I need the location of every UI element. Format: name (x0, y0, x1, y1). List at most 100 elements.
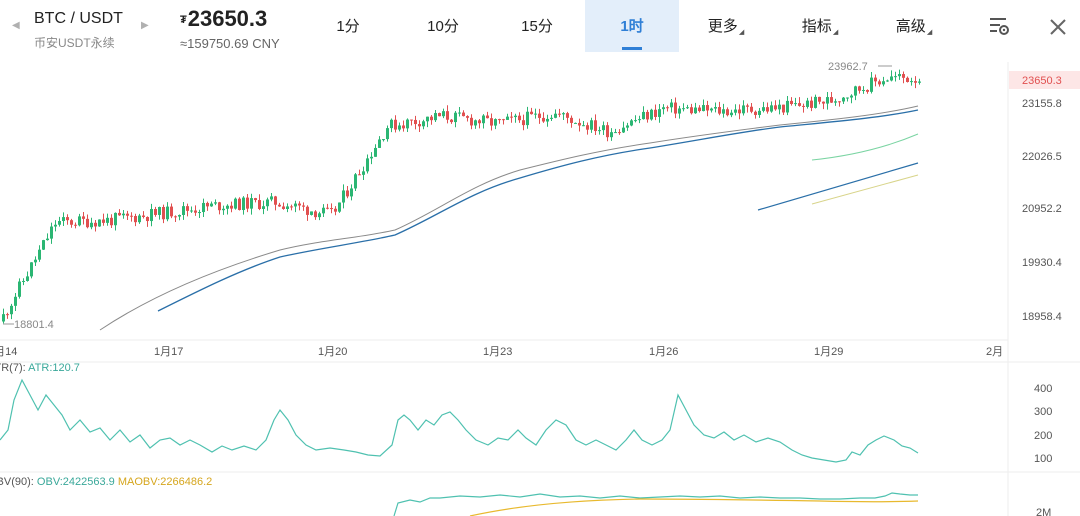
candle-body (58, 221, 61, 225)
pair-name[interactable]: BTC / USDT (34, 10, 123, 27)
candle-body (498, 119, 501, 121)
candle-body (738, 109, 741, 114)
atr-tick: 200 (1034, 430, 1052, 442)
tab-advanced[interactable]: 高级◢ (867, 0, 961, 52)
price-tick: 19930.4 (1022, 257, 1062, 269)
date-tick: 2月 (986, 346, 1003, 358)
tab-1min[interactable]: 1分 (301, 0, 395, 52)
candle-body (66, 217, 69, 221)
candle-body (634, 120, 637, 122)
candle-body (362, 171, 365, 175)
price-value: 23650.3 (187, 6, 268, 31)
tab-indicators[interactable]: 指标◢ (773, 0, 867, 52)
last-price-tag-label: 23650.3 (1022, 75, 1062, 87)
prev-pair-icon[interactable]: ◀ (12, 20, 20, 31)
candle-body (182, 206, 185, 215)
candle-body (714, 107, 717, 109)
dropdown-corner-icon: ◢ (832, 29, 839, 36)
ma-green-line (811, 133, 919, 161)
candle-body (34, 259, 37, 263)
candle-body (370, 156, 373, 159)
close-icon[interactable] (1048, 17, 1068, 42)
candle-body (642, 111, 645, 120)
candle-body (858, 86, 861, 91)
price-axis: 23650.3 23155.8 22026.5 20952.2 19930.4 … (1009, 71, 1080, 323)
atr-legend-label: ATR(7): (0, 362, 26, 374)
candle-body (862, 89, 865, 91)
candle-body (662, 107, 665, 110)
date-tick: 1月23 (483, 346, 512, 358)
tab-label: 15分 (521, 18, 553, 35)
candle-body (214, 202, 217, 204)
candle-body (430, 116, 433, 121)
candle-body (602, 125, 605, 131)
settings-filter-icon[interactable] (988, 14, 1012, 43)
candle-body (442, 111, 445, 117)
cny-price: ≈159750.69 CNY (180, 36, 280, 51)
candle-body (630, 120, 633, 126)
candle-body (278, 204, 281, 207)
candle-body (750, 106, 753, 112)
candle-body (774, 105, 777, 110)
tab-15min[interactable]: 15分 (490, 0, 584, 52)
dropdown-corner-icon: ◢ (926, 29, 933, 36)
candle-body (118, 212, 121, 216)
candle-body (914, 81, 917, 83)
candle-body (542, 117, 545, 122)
candle-body (78, 216, 81, 226)
candle-body (502, 119, 505, 121)
candle-body (86, 218, 89, 228)
candle-body (830, 97, 833, 103)
candle-body (674, 102, 677, 114)
candle-body (514, 115, 517, 118)
candle-body (866, 89, 869, 92)
candle-body (722, 109, 725, 114)
candle-body (606, 125, 609, 138)
tab-label: 1时 (620, 18, 644, 35)
candle-body (390, 119, 393, 129)
candle-body (838, 101, 841, 103)
atr-tick: 300 (1034, 406, 1052, 418)
candle-body (82, 216, 85, 219)
date-tick: 1月26 (649, 346, 678, 358)
candle-body (266, 199, 269, 207)
tab-more[interactable]: 更多◢ (679, 0, 773, 52)
ma-gray-line (99, 105, 919, 331)
next-pair-icon[interactable]: ▶ (141, 20, 149, 31)
candle-body (374, 147, 377, 157)
candle-body (6, 314, 9, 316)
candle-body (334, 208, 337, 212)
candle-body (458, 112, 461, 114)
atr-legend: ATR(7): ATR:120.7 (0, 362, 80, 374)
date-tick: 1月29 (814, 346, 843, 358)
candle-body (574, 122, 577, 124)
candle-body (798, 103, 801, 106)
candle-body (446, 111, 449, 120)
candle-body (834, 101, 837, 103)
candle-body (46, 238, 49, 241)
atr-tick: 400 (1034, 383, 1052, 395)
candle-body (734, 109, 737, 113)
candle-body (510, 116, 513, 118)
candle-body (566, 113, 569, 118)
tab-10min[interactable]: 10分 (396, 0, 490, 52)
candle-body (222, 208, 225, 211)
candle-body (466, 116, 469, 118)
candle-body (490, 118, 493, 126)
candle-body (354, 174, 357, 189)
candle-body (842, 97, 845, 102)
ma-blue-line (157, 109, 919, 312)
candle-body (802, 105, 805, 107)
candle-body (434, 113, 437, 121)
ma-darkblue-line (757, 162, 919, 211)
candle-body (70, 220, 73, 225)
candle-body (742, 105, 745, 114)
atr-legend-value: ATR:120.7 (28, 362, 80, 374)
candle-body (754, 111, 757, 115)
tab-1hour[interactable]: 1时 (585, 0, 679, 52)
candle-body (310, 211, 313, 215)
candle-body (482, 115, 485, 124)
candle-body (282, 206, 285, 209)
candle-body (610, 132, 613, 138)
